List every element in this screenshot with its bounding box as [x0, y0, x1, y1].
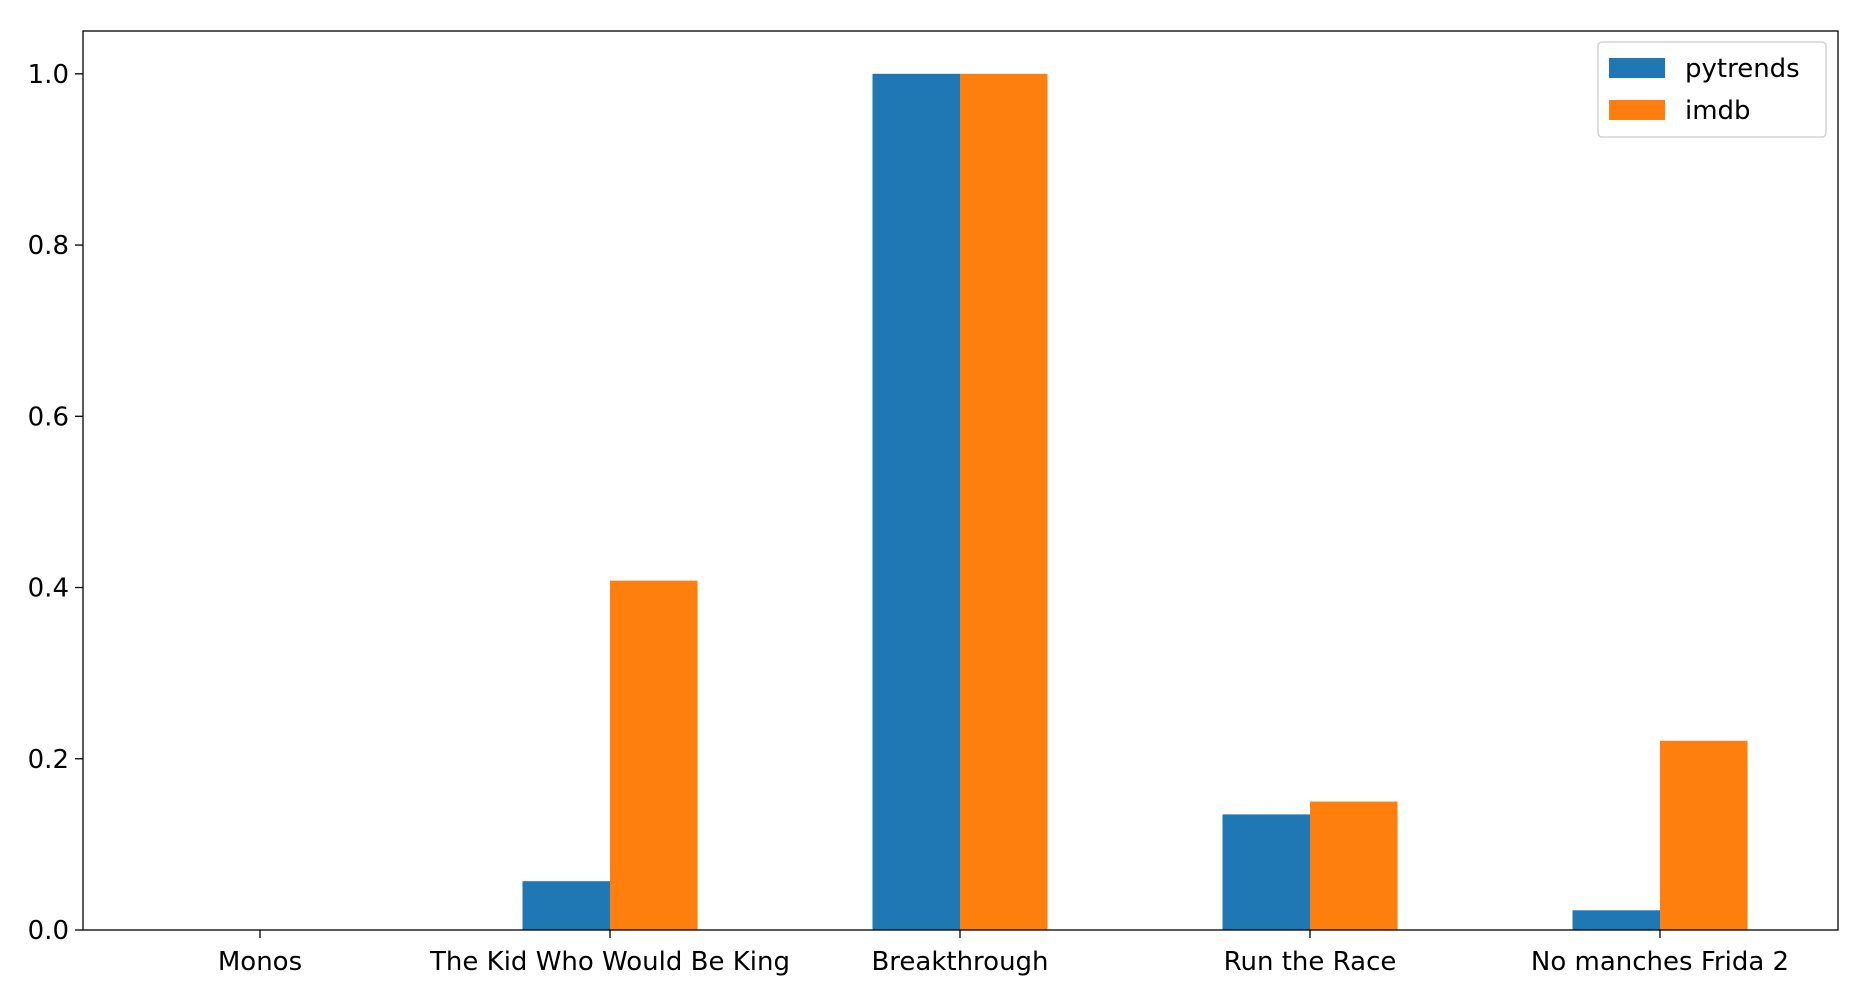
- y-tick-label: 0.2: [28, 745, 69, 775]
- legend-swatch-imdb: [1609, 100, 1665, 120]
- bar-imdb-4: [1660, 740, 1748, 930]
- bar-pytrends-4: [1572, 910, 1660, 930]
- y-tick-label: 1.0: [28, 60, 69, 90]
- x-tick-label: Breakthrough: [871, 947, 1048, 977]
- x-tick-label: Monos: [218, 947, 302, 977]
- y-axis: 0.0 0.2 0.4 0.6 0.8 1.0: [28, 60, 83, 946]
- y-tick-label: 0.6: [28, 402, 69, 432]
- legend-label-imdb: imdb: [1685, 96, 1751, 126]
- y-tick-label: 0.4: [28, 574, 69, 604]
- bar-pytrends-1: [522, 881, 610, 930]
- bars-layer: [522, 73, 1748, 930]
- y-tick-label: 0.8: [28, 231, 69, 261]
- bar-pytrends-3: [1222, 814, 1310, 930]
- bar-pytrends-2: [872, 73, 960, 930]
- legend-label-pytrends: pytrends: [1685, 54, 1800, 84]
- x-tick-label: The Kid Who Would Be King: [429, 947, 790, 977]
- legend: pytrends imdb: [1597, 41, 1827, 138]
- x-axis: Monos The Kid Who Would Be King Breakthrou…: [218, 930, 1789, 977]
- y-tick-label: 0.0: [28, 916, 69, 946]
- x-tick-label: Run the Race: [1224, 947, 1397, 977]
- bar-imdb-2: [960, 73, 1048, 930]
- legend-swatch-pytrends: [1609, 58, 1665, 78]
- bar-imdb-1: [610, 580, 698, 930]
- bar-imdb-3: [1310, 801, 1398, 930]
- x-tick-label: No manches Frida 2: [1531, 947, 1789, 977]
